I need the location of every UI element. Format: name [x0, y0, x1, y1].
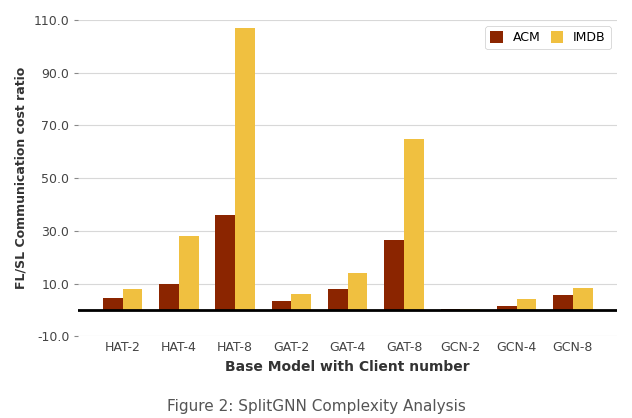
Text: Figure 2: SplitGNN Complexity Analysis: Figure 2: SplitGNN Complexity Analysis [167, 399, 465, 414]
Bar [123, 289, 142, 310]
Bar [235, 28, 255, 310]
Bar [328, 289, 348, 310]
Bar [553, 296, 573, 310]
Legend: ACM, IMDB: ACM, IMDB [485, 26, 611, 49]
Bar [179, 236, 198, 310]
Y-axis label: FL/SL Communication cost ratio: FL/SL Communication cost ratio [15, 67, 28, 289]
Bar [497, 306, 516, 310]
Bar [573, 288, 593, 310]
X-axis label: Base Model with Client number: Base Model with Client number [226, 360, 470, 374]
Bar [348, 273, 367, 310]
Bar [516, 299, 536, 310]
Bar [384, 240, 404, 310]
Bar [216, 215, 235, 310]
Bar [159, 283, 179, 310]
Bar [404, 139, 423, 310]
Bar [460, 308, 480, 310]
Bar [441, 308, 460, 310]
Bar [291, 294, 311, 310]
Bar [103, 298, 123, 310]
Bar [272, 301, 291, 310]
